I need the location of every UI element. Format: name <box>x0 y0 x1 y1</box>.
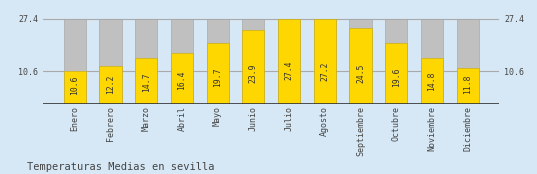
Bar <box>456 19 478 104</box>
Text: 16.4: 16.4 <box>177 70 186 90</box>
Bar <box>64 19 86 104</box>
Bar <box>64 71 86 104</box>
Text: 11.8: 11.8 <box>463 75 472 94</box>
Bar <box>278 19 300 104</box>
Text: 10.6: 10.6 <box>70 76 79 95</box>
Bar <box>456 68 478 104</box>
Bar <box>207 43 229 104</box>
Bar <box>99 66 121 104</box>
Bar <box>421 58 443 104</box>
Bar <box>135 19 157 104</box>
Bar <box>385 19 407 104</box>
Bar <box>314 19 336 104</box>
Bar <box>421 19 443 104</box>
Bar <box>385 43 407 104</box>
Text: 14.7: 14.7 <box>142 72 151 92</box>
Text: 12.2: 12.2 <box>106 74 115 94</box>
Bar <box>314 19 336 104</box>
Text: 24.5: 24.5 <box>356 64 365 83</box>
Bar <box>350 28 372 104</box>
Bar <box>207 19 229 104</box>
Bar <box>350 19 372 104</box>
Text: 19.7: 19.7 <box>213 68 222 87</box>
Text: 27.4: 27.4 <box>285 61 294 80</box>
Bar <box>242 19 264 104</box>
Bar <box>135 58 157 104</box>
Text: Temperaturas Medias en sevilla: Temperaturas Medias en sevilla <box>27 162 214 172</box>
Text: 23.9: 23.9 <box>249 64 258 84</box>
Bar <box>171 19 193 104</box>
Text: 14.8: 14.8 <box>427 72 437 92</box>
Text: 19.6: 19.6 <box>391 68 401 87</box>
Text: 27.2: 27.2 <box>320 61 329 81</box>
Bar <box>99 19 121 104</box>
Bar <box>171 53 193 104</box>
Bar <box>242 30 264 104</box>
Bar <box>278 19 300 104</box>
